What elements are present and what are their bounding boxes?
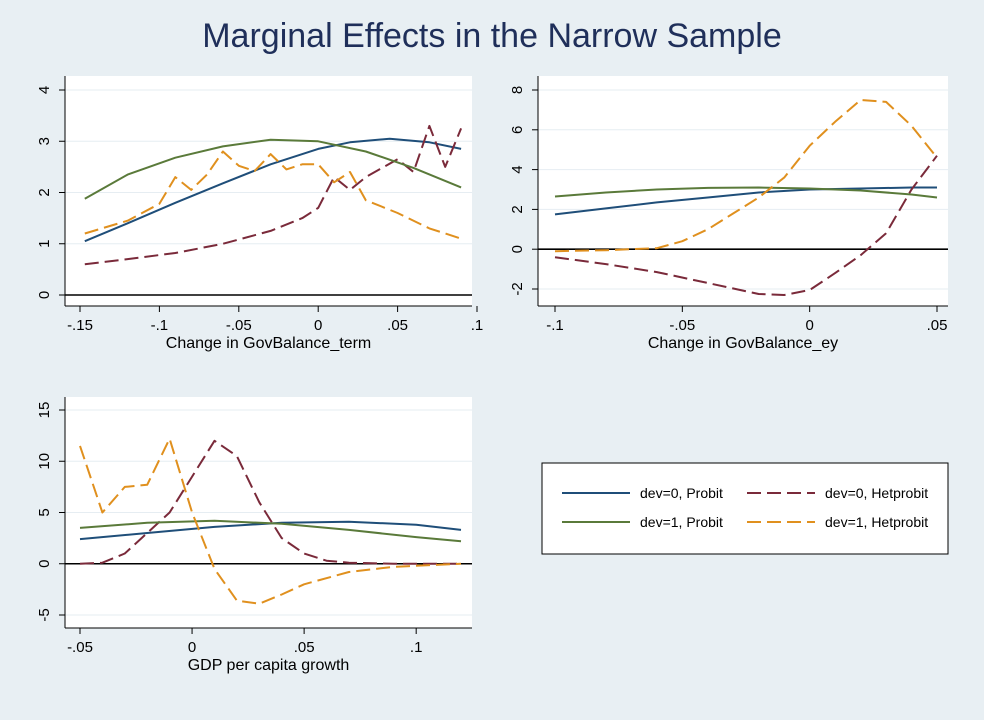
- y-tick-label: 6: [509, 126, 526, 134]
- series-line-dev-0-hetprobit: [84, 124, 463, 266]
- figure-title: Marginal Effects in the Narrow Sample: [202, 17, 782, 55]
- series-line-dev-1-hetprobit: [554, 99, 938, 253]
- y-tick-label: 15: [36, 402, 53, 419]
- series-line-dev-1-hetprobit: [84, 150, 462, 240]
- x-axis-title: GDP per capita growth: [188, 657, 350, 674]
- x-tick-label: -.1: [151, 317, 169, 334]
- x-axis-title: Change in GovBalance_ey: [648, 335, 838, 352]
- x-tick-label: 0: [805, 317, 813, 334]
- x-tick-label: 0: [188, 639, 196, 656]
- x-tick-label: .05: [294, 639, 315, 656]
- x-tick-label: -.05: [67, 639, 93, 656]
- y-tick-label: 2: [36, 188, 53, 196]
- legend: dev=0, Probit dev=0, Hetprobit dev=1, Prob…: [541, 462, 949, 555]
- series-line-dev-0-hetprobit: [554, 155, 938, 296]
- chart-panel-3: -5 0 5 10 15 -.05 0 .05 .1 GDP per capita growth: [36, 397, 472, 674]
- y-tick-label: -2: [509, 282, 526, 295]
- series-line-dev-1-hetprobit: [79, 437, 462, 605]
- plot-area: [65, 76, 472, 306]
- y-tick-label: 8: [509, 86, 526, 94]
- series-line-dev-0-probit: [84, 137, 462, 243]
- legend-label: dev=0, Probit: [640, 485, 723, 501]
- y-tick-label: 5: [36, 508, 53, 516]
- legend-box: [541, 462, 949, 555]
- x-tick-label: .1: [410, 639, 423, 656]
- x-tick-label: -.05: [226, 317, 252, 334]
- x-tick-label: .1: [471, 317, 484, 334]
- y-tick-label: 3: [36, 137, 53, 145]
- x-axis-title: Change in GovBalance_term: [166, 335, 371, 352]
- series-line-dev-1-probit: [79, 519, 462, 543]
- y-tick-label: -5: [36, 608, 53, 621]
- x-tick-label: -.1: [546, 317, 564, 334]
- y-tick-label: 4: [36, 86, 53, 94]
- y-tick-label: 1: [36, 240, 53, 248]
- x-tick-label: .05: [927, 317, 948, 334]
- y-tick-label: 0: [36, 560, 53, 568]
- y-tick-label: 10: [36, 453, 53, 470]
- series-line-dev-1-probit: [84, 138, 462, 200]
- legend-label: dev=1, Probit: [640, 514, 723, 530]
- x-tick-label: .05: [387, 317, 408, 334]
- chart-panel-2: -2 0 2 4 6 8 -.1 -.05 0 .05 Change in GovBalance_e…: [509, 76, 948, 352]
- legend-label: dev=0, Hetprobit: [825, 485, 928, 501]
- y-tick-label: 0: [509, 245, 526, 253]
- legend-label: dev=1, Hetprobit: [825, 514, 928, 530]
- chart-panel-1: 0 1 2 3 4 -.15 -.1 -.05 0 .05 .1 Change in GovBalan…: [36, 76, 483, 352]
- y-tick-label: 4: [509, 165, 526, 173]
- series-line-dev-0-probit: [554, 186, 937, 216]
- x-tick-label: 0: [314, 317, 322, 334]
- series-line-dev-1-probit: [554, 186, 938, 199]
- y-tick-label: 0: [36, 291, 53, 299]
- plot-area: [538, 76, 948, 306]
- x-tick-label: -.15: [67, 317, 93, 334]
- x-tick-label: -.05: [669, 317, 695, 334]
- y-tick-label: 2: [509, 205, 526, 213]
